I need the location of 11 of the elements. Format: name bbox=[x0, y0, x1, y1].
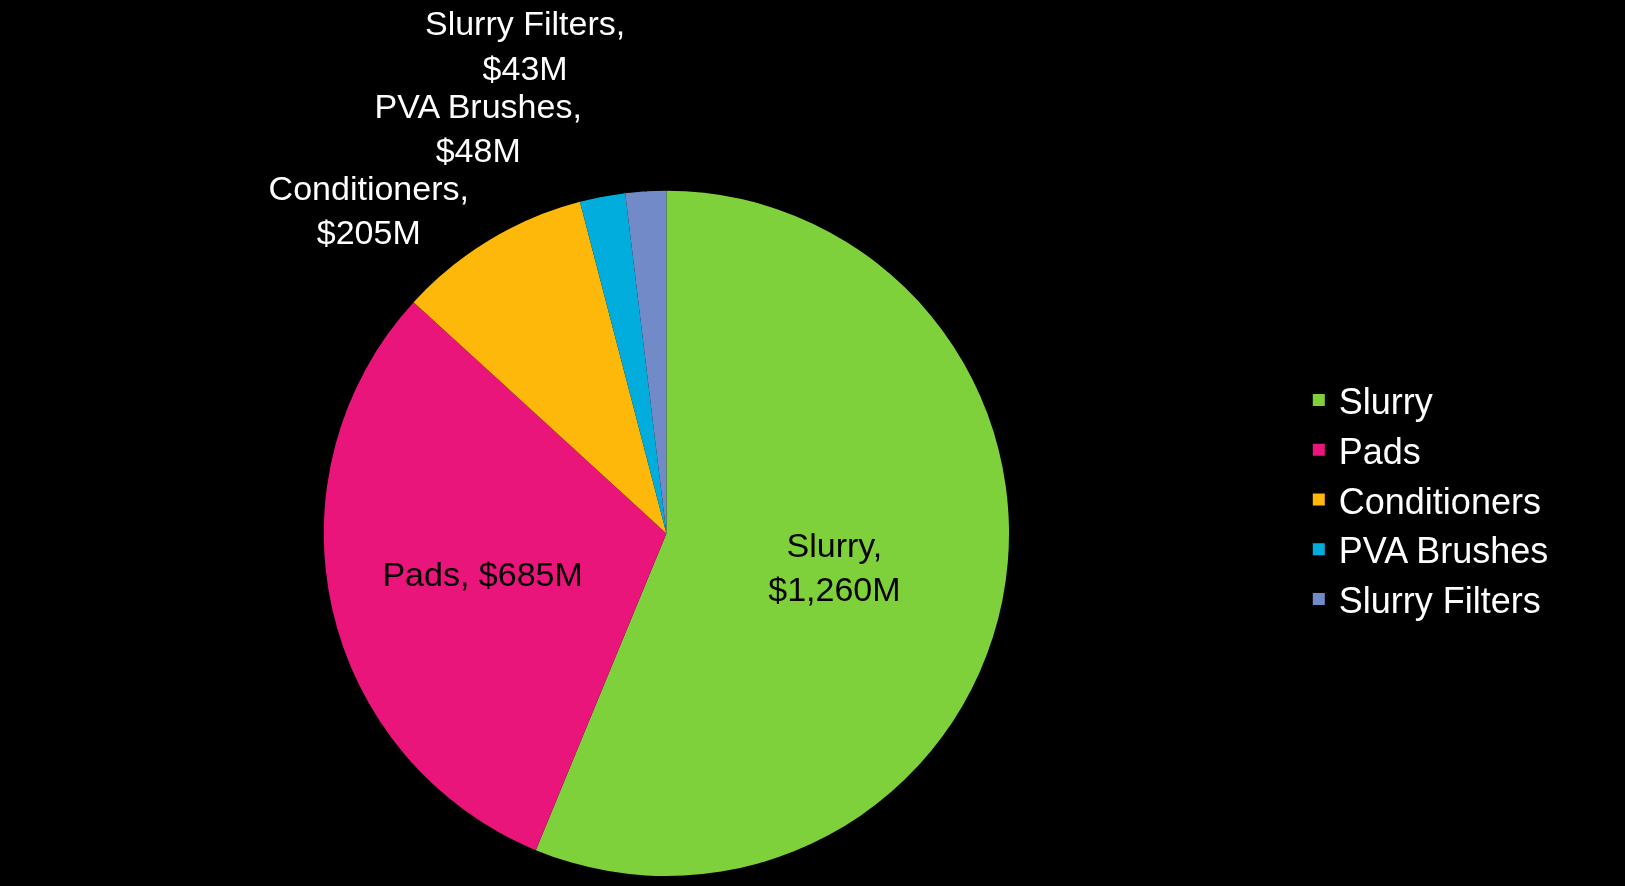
legend-label: Conditioners bbox=[1338, 480, 1541, 522]
data-label: Slurry, $1,260M bbox=[768, 525, 901, 608]
pie-slice bbox=[323, 302, 667, 851]
data-label: Conditioners, $205M bbox=[268, 168, 469, 251]
data-label: PVA Brushes, $48M bbox=[374, 86, 582, 169]
legend-label: Slurry bbox=[1338, 380, 1433, 422]
data-label: Slurry Filters, $43M bbox=[424, 4, 626, 87]
data-label: Pads, $685M bbox=[382, 555, 583, 594]
legend-label: PVA Brushes bbox=[1338, 530, 1549, 572]
legend-label: Pads bbox=[1338, 430, 1421, 472]
legend-label: Slurry Filters bbox=[1338, 580, 1541, 622]
